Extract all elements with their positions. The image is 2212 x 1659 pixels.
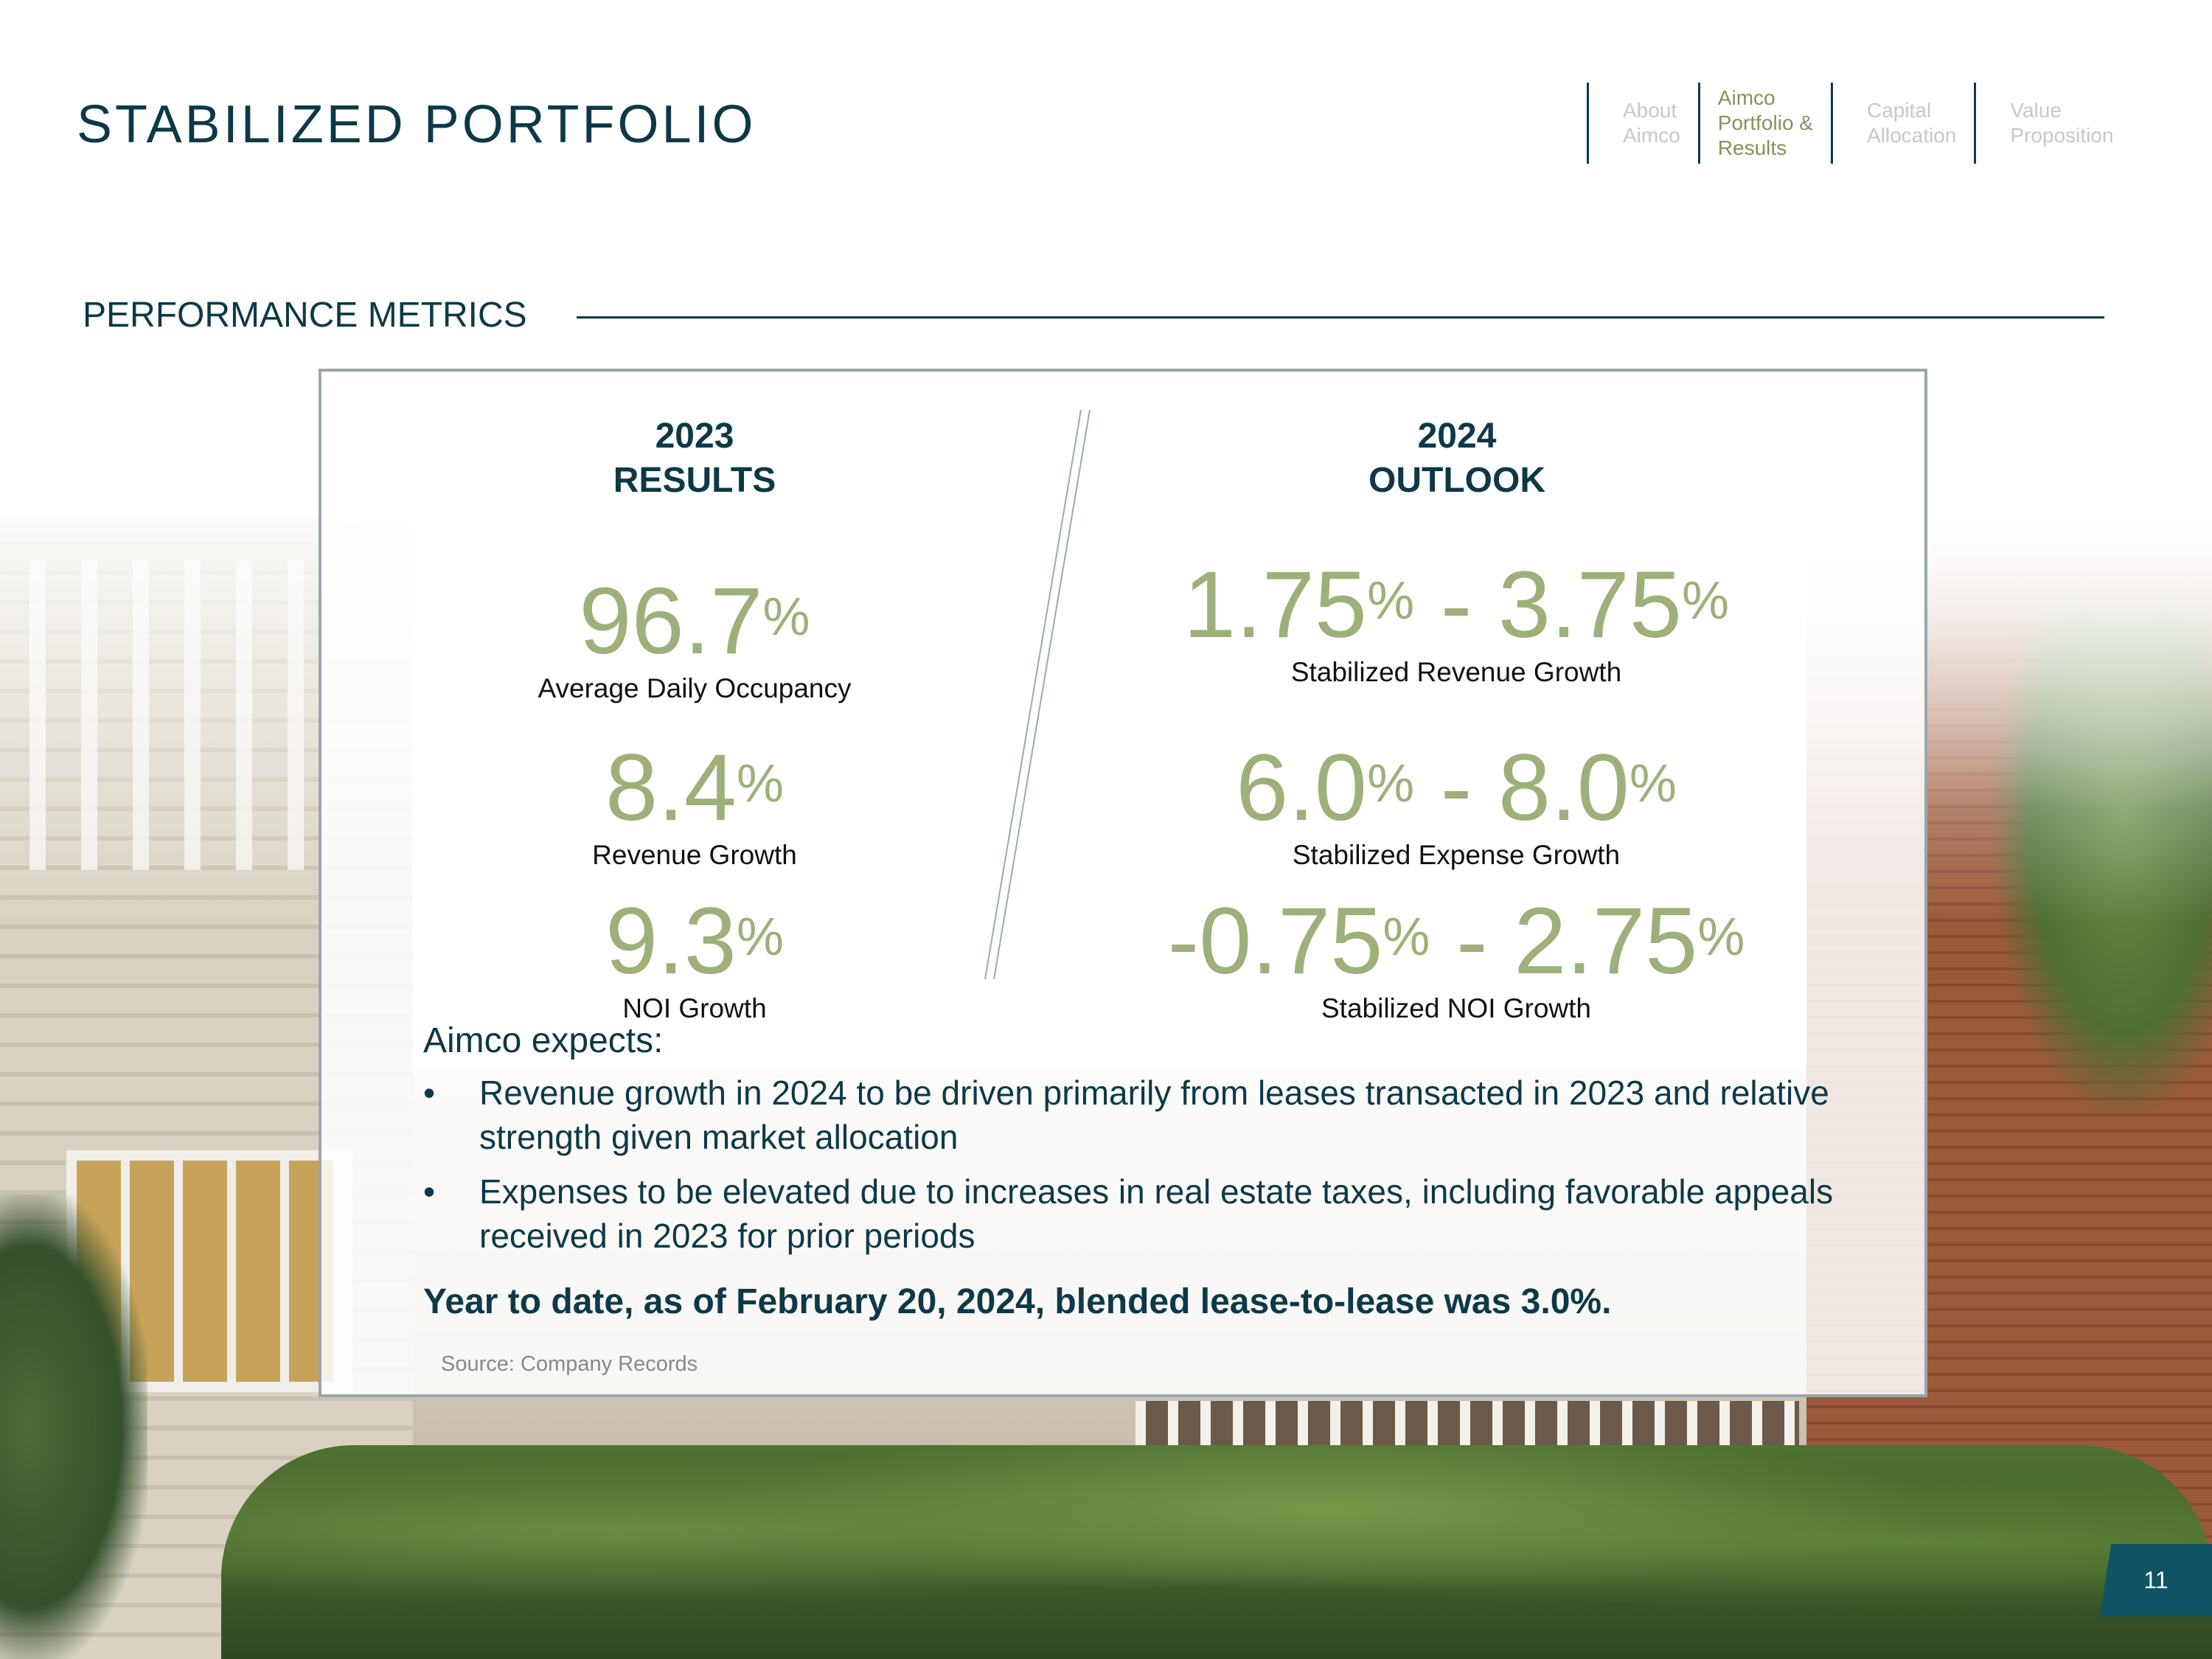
range-separator: - [1430, 888, 1514, 994]
nav-item-capital-allocation[interactable]: Capital Allocation [1830, 83, 1974, 164]
value-unit: % [736, 908, 784, 967]
range-high-unit: % [1629, 754, 1677, 813]
value-number: 8.4 [605, 735, 737, 841]
metric-label: Stabilized NOI Growth [1321, 993, 1592, 1023]
lease-highlight: Year to date, as of February 20, 2024, b… [423, 1282, 1612, 1321]
bullet-icon: • [423, 1074, 436, 1112]
range-low: 1.75 [1183, 552, 1368, 658]
section-nav: About Aimco Aimco Portfolio & Results Ca… [1587, 83, 2131, 164]
outlook-noi-growth: -0.75% - 2.75% Stabilized NOI Growth [1106, 894, 1806, 1025]
nav-item-value-proposition[interactable]: Value Proposition [1974, 83, 2131, 164]
range-value: 6.0% - 8.0% [1106, 740, 1806, 836]
nav-label: Capital Allocation [1866, 99, 1957, 147]
range-high: 3.75 [1498, 552, 1682, 658]
metric-label: NOI Growth [622, 993, 767, 1023]
nav-label: About Aimco [1623, 99, 1680, 147]
results-heading: 2023 RESULTS [473, 414, 916, 503]
nav-item-portfolio-results[interactable]: Aimco Portfolio & Results [1697, 83, 1831, 164]
section-rule [577, 316, 2104, 319]
metric-revenue-growth: 8.4% Revenue Growth [473, 740, 916, 872]
value-number: 9.3 [605, 888, 737, 994]
metric-noi-growth: 9.3% NOI Growth [473, 894, 916, 1025]
range-high: 8.0 [1498, 735, 1630, 841]
value-unit: % [736, 754, 784, 813]
range-high: 2.75 [1514, 888, 1698, 994]
range-value: 1.75% - 3.75% [1106, 557, 1806, 653]
results-heading-text: RESULTS [613, 461, 776, 500]
page-number: 11 [2100, 1544, 2212, 1616]
nav-label: Value Proposition [2010, 99, 2114, 147]
bullet-text: Expenses to be elevated due to increases… [479, 1172, 1834, 1255]
section-title: PERFORMANCE METRICS [83, 296, 527, 335]
metric-occupancy: 96.7% Average Daily Occupancy [473, 574, 916, 705]
range-value: -0.75% - 2.75% [1106, 894, 1806, 990]
value-unit: % [762, 588, 810, 647]
nav-label: Aimco Portfolio & Results [1717, 86, 1813, 159]
commentary-heading: Aimco expects: [423, 1021, 664, 1060]
metric-label: Revenue Growth [592, 840, 797, 870]
range-low-unit: % [1382, 908, 1430, 967]
range-high-unit: % [1682, 571, 1730, 630]
list-item: • Revenue growth in 2024 to be driven pri… [423, 1071, 1868, 1159]
metric-label: Stabilized Expense Growth [1292, 840, 1621, 870]
range-low-unit: % [1367, 754, 1415, 813]
outlook-revenue-growth: 1.75% - 3.75% Stabilized Revenue Growth [1106, 557, 1806, 689]
range-low-unit: % [1367, 571, 1415, 630]
value-number: 96.7 [579, 568, 763, 674]
metric-value: 9.3% [473, 894, 916, 990]
metric-label: Average Daily Occupancy [538, 673, 852, 703]
metric-value: 96.7% [473, 574, 916, 669]
metric-value: 8.4% [473, 740, 916, 836]
outlook-year: 2024 [1417, 417, 1497, 456]
metric-label: Stabilized Revenue Growth [1290, 657, 1622, 687]
metrics-panel [319, 369, 1927, 1397]
source-note: Source: Company Records [441, 1352, 698, 1376]
range-separator: - [1414, 552, 1498, 658]
nav-item-about-aimco[interactable]: About Aimco [1587, 83, 1698, 164]
page-title: STABILIZED PORTFOLIO [77, 95, 757, 154]
range-separator: - [1414, 735, 1498, 841]
outlook-heading: 2024 OUTLOOK [1236, 414, 1678, 503]
commentary-list: • Revenue growth in 2024 to be driven pri… [423, 1071, 1868, 1268]
bullet-text: Revenue growth in 2024 to be driven prim… [479, 1074, 1829, 1156]
range-low: -0.75 [1167, 888, 1383, 994]
outlook-heading-text: OUTLOOK [1368, 461, 1545, 500]
range-low: 6.0 [1236, 735, 1368, 841]
list-item: • Expenses to be elevated due to increase… [423, 1169, 1868, 1258]
results-year: 2023 [655, 417, 734, 456]
bullet-icon: • [423, 1172, 436, 1211]
range-high-unit: % [1697, 908, 1745, 967]
outlook-expense-growth: 6.0% - 8.0% Stabilized Expense Growth [1106, 740, 1806, 872]
